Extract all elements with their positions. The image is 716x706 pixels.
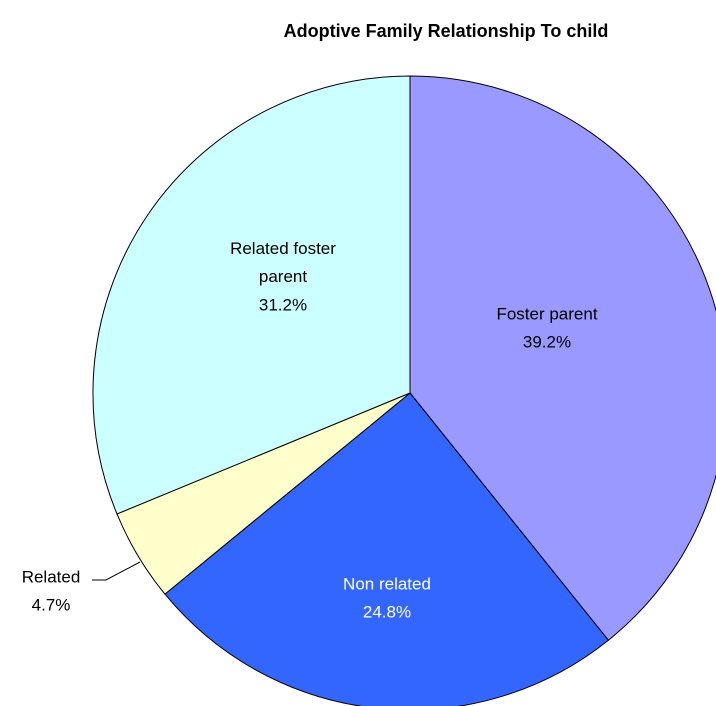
slice-value-label: 31.2% xyxy=(259,295,307,314)
slice-value-label: 4.7% xyxy=(32,595,71,614)
chart-title: Adoptive Family Relationship To child xyxy=(284,21,609,41)
slice-value-label: 24.8% xyxy=(363,602,411,621)
slice-value-label: 39.2% xyxy=(523,332,571,351)
pie-slice xyxy=(164,392,610,706)
slice-label: Foster parent xyxy=(496,304,597,323)
pie-slice xyxy=(92,75,411,515)
leader-line xyxy=(92,561,141,581)
pie-slice xyxy=(409,75,716,641)
slice-label: Related foster parent xyxy=(230,239,336,286)
slice-label: Related xyxy=(22,567,81,586)
slice-label: Non related xyxy=(343,574,431,593)
